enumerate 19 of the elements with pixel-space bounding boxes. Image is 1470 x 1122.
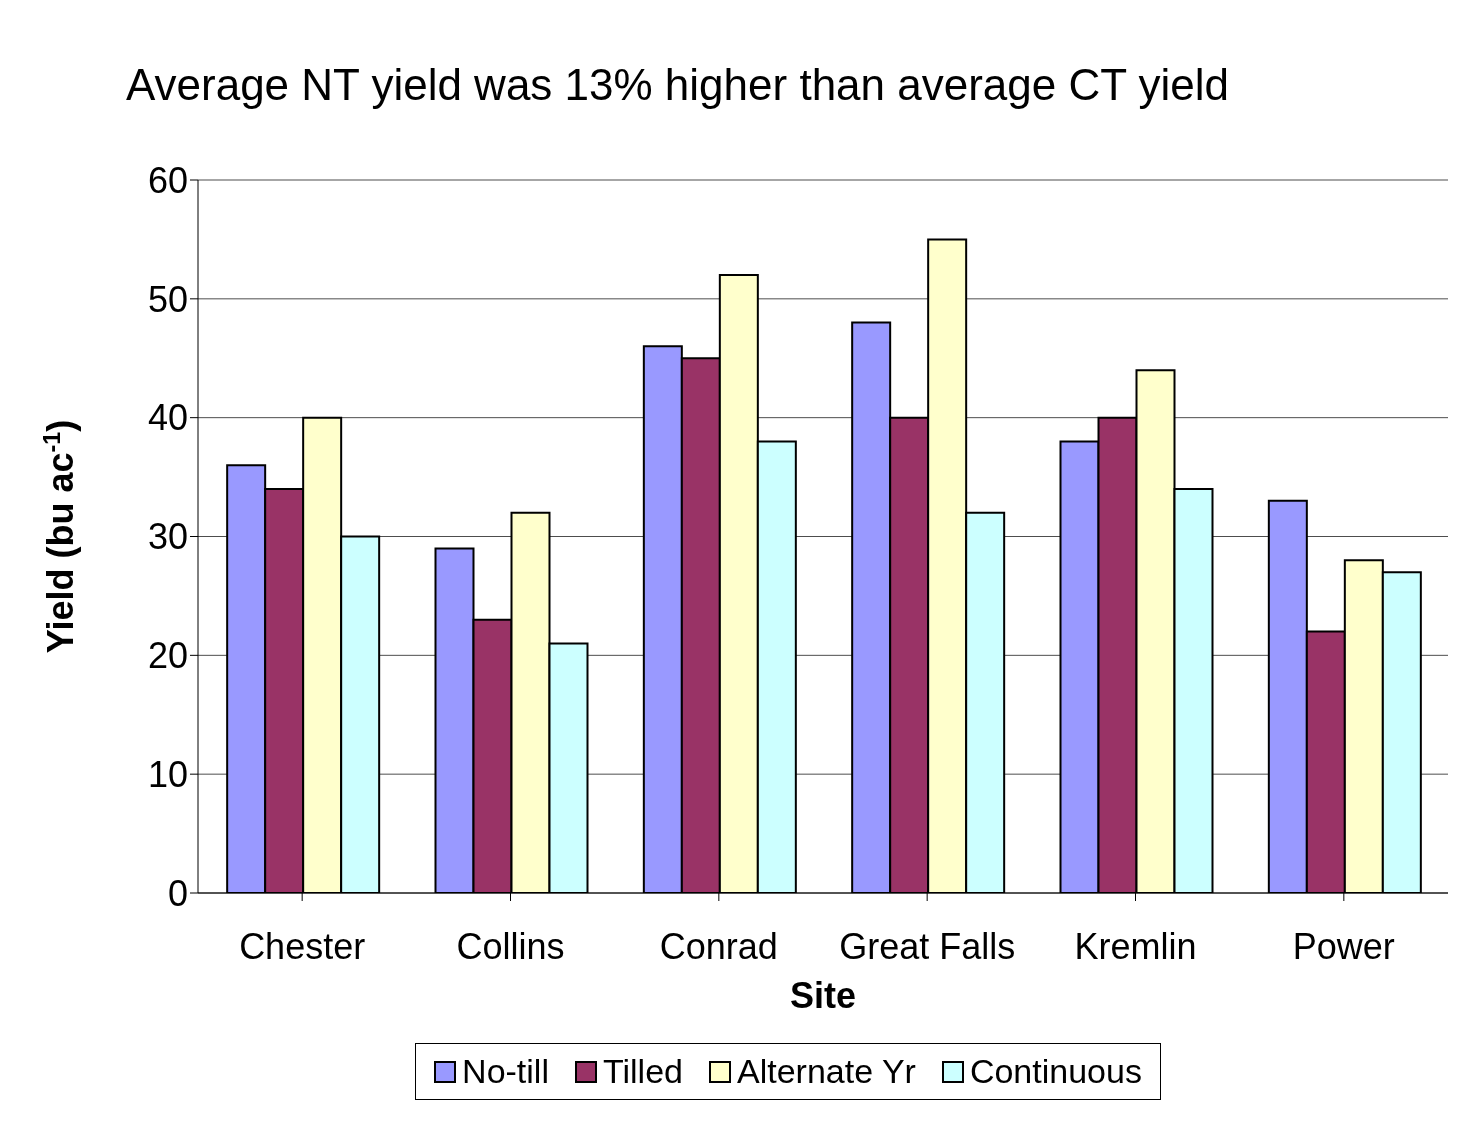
y-tick-label: 30: [147, 516, 188, 558]
x-axis-title: Site: [789, 975, 857, 1016]
y-tick-label: 50: [147, 278, 188, 320]
y-tick-label: 40: [147, 397, 188, 439]
x-tick-label: Conrad: [659, 925, 778, 967]
x-tick-label: Power: [1292, 925, 1395, 967]
x-tick-label: Collins: [456, 925, 565, 967]
y-tick-label: 10: [147, 753, 188, 795]
legend-label: Alternate Yr: [736, 1052, 916, 1091]
y-tick-label: 60: [147, 159, 188, 201]
y-tick-label: 0: [167, 872, 188, 914]
chart-title: Average NT yield was 13% higher than average CT yield: [126, 60, 1231, 111]
legend-label: Continuous: [968, 1052, 1142, 1091]
x-tick-label: Great Falls: [839, 925, 1016, 967]
x-tick-label: Chester: [239, 925, 366, 967]
legend-label: Tilled: [602, 1052, 683, 1091]
x-tick-label: Kremlin: [1074, 925, 1197, 967]
legend-label: No-till: [461, 1052, 549, 1091]
y-tick-label: 20: [147, 635, 188, 677]
